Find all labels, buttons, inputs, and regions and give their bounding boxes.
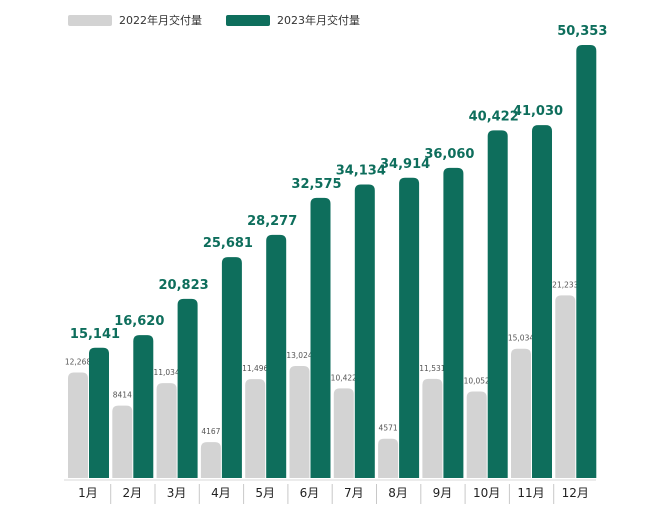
value-label-2023-6: 32,575	[291, 177, 341, 192]
value-label-2022-10: 10,052	[464, 377, 490, 386]
bar-2023-3	[177, 298, 198, 478]
bar-2023-9	[443, 167, 464, 478]
value-label-2022-1: 12,268	[65, 358, 91, 367]
value-label-2022-2: 8414	[113, 391, 132, 400]
bar-2022-11	[511, 348, 531, 478]
x-tick-label-6: 6月	[300, 486, 320, 500]
bar-2023-10	[487, 130, 508, 478]
bar-2022-8	[378, 438, 399, 478]
bar-2022-5	[245, 379, 266, 478]
value-label-2022-8: 4571	[379, 424, 398, 433]
value-label-2023-4: 25,681	[203, 236, 253, 251]
value-label-2022-9: 11,531	[419, 364, 445, 373]
x-tick-label-12: 12月	[562, 486, 589, 500]
value-label-2023-2: 16,620	[114, 314, 164, 329]
bar-2023-5	[266, 234, 287, 478]
bar-2023-2	[133, 335, 154, 478]
x-tick-label-7: 7月	[344, 486, 364, 500]
chart-legend: 2022年月交付量 2023年月交付量	[68, 13, 360, 27]
x-tick-label-8: 8月	[388, 486, 408, 500]
x-tick-label-5: 5月	[255, 486, 275, 500]
bar-2023-11	[532, 125, 552, 478]
x-tick-label-2: 2月	[122, 486, 142, 500]
bar-2023-4	[221, 257, 242, 478]
x-tick-label-10: 10月	[473, 486, 500, 500]
bar-2022-9	[422, 378, 443, 478]
legend-swatch-2022	[68, 15, 112, 26]
value-label-2022-12: 21,233	[552, 280, 578, 289]
bar-2022-10	[466, 391, 487, 478]
value-label-2022-11: 15,034	[508, 334, 534, 343]
value-label-2022-5: 11,496	[242, 364, 268, 373]
x-tick-label-4: 4月	[211, 486, 231, 500]
x-tick-label-3: 3月	[167, 486, 187, 500]
value-label-2023-3: 20,823	[159, 278, 209, 293]
value-label-2023-11: 41,030	[513, 104, 563, 119]
legend-label-2023: 2023年月交付量	[277, 13, 360, 27]
value-label-2023-10: 40,422	[469, 109, 519, 124]
legend-swatch-2023	[226, 15, 270, 26]
value-label-2023-1: 15,141	[70, 327, 120, 342]
bar-2022-7	[333, 388, 354, 478]
x-tick-label-1: 1月	[78, 486, 98, 500]
value-label-2022-3: 11,034	[153, 368, 179, 377]
bar-2023-7	[354, 184, 375, 478]
value-label-2023-12: 50,353	[557, 24, 607, 39]
value-label-2022-4: 4167	[201, 427, 220, 436]
bar-2023-6	[310, 197, 331, 478]
bar-2022-4	[200, 442, 221, 478]
bar-2022-2	[112, 405, 133, 478]
bar-2022-12	[555, 295, 576, 478]
value-label-2022-7: 10,422	[331, 373, 357, 382]
bar-2022-3	[156, 383, 177, 478]
plot-area: 12,268 15,141 1月 8414 16,620 2月 11,034 20,823 3月…	[64, 24, 607, 504]
value-label-2022-6: 13,024	[286, 351, 312, 360]
x-tick-label-11: 11月	[517, 486, 544, 500]
value-label-2023-7: 34,134	[336, 163, 386, 178]
bar-2022-1	[68, 372, 88, 478]
value-label-2023-8: 34,914	[380, 157, 430, 172]
value-label-2023-5: 28,277	[247, 214, 297, 229]
legend-label-2022: 2022年月交付量	[119, 13, 202, 27]
bar-2023-12	[576, 45, 597, 478]
value-label-2023-9: 36,060	[424, 147, 474, 162]
bar-2022-6	[289, 366, 310, 478]
bar-2023-1	[89, 347, 109, 478]
bar-2023-8	[399, 177, 420, 479]
x-tick-label-9: 9月	[433, 486, 453, 500]
